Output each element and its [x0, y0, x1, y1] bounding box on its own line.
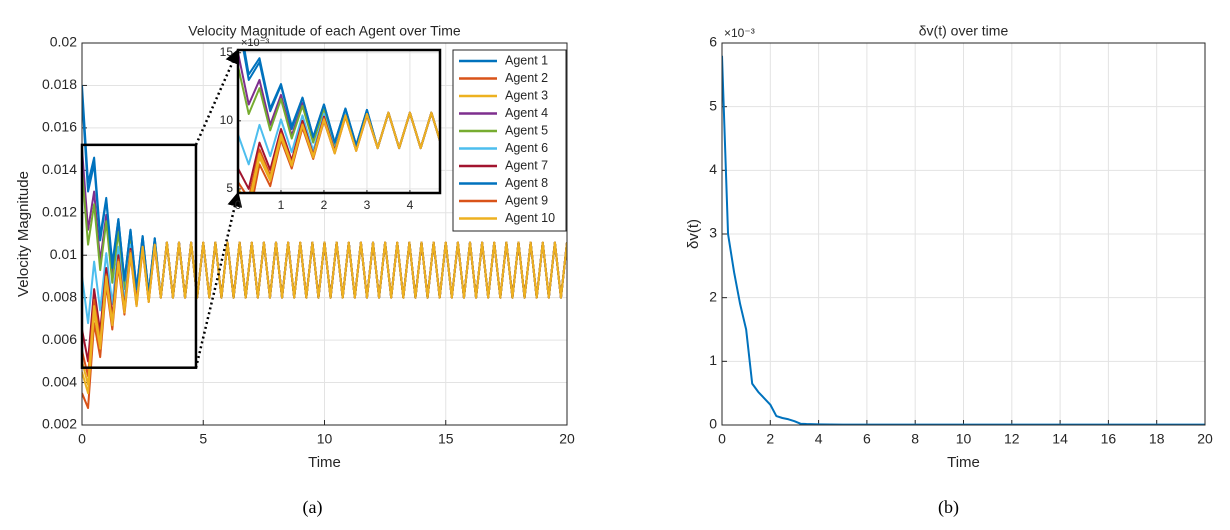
x-tick-label: 14 [1052, 430, 1068, 446]
legend-label: Agent 7 [505, 158, 548, 172]
x-tick-label: 1 [278, 198, 285, 212]
x-tick-label: 0 [78, 430, 86, 446]
y-tick-label: 0.012 [42, 203, 77, 219]
y-exponent: ×10⁻³ [241, 37, 269, 49]
legend-label: Agent 4 [505, 106, 548, 120]
y-tick-label: 0.016 [42, 119, 77, 135]
x-tick-label: 2 [766, 430, 774, 446]
y-tick-label: 0.01 [50, 246, 77, 262]
x-tick-label: 12 [1004, 430, 1020, 446]
y-exponent: ×10⁻³ [724, 26, 755, 40]
chart-title: δv(t) over time [919, 23, 1009, 39]
data-line [82, 241, 567, 386]
y-tick-label: 5 [709, 97, 717, 113]
x-tick-label: 20 [1197, 430, 1213, 446]
x-tick-label: 3 [364, 198, 371, 212]
legend-label: Agent 5 [505, 123, 548, 137]
y-tick-label: 0.004 [42, 373, 77, 389]
x-tick-label: 4 [815, 430, 823, 446]
x-tick-label: 0 [718, 430, 726, 446]
y-tick-label: 4 [709, 161, 717, 177]
y-tick-label: 1 [709, 352, 717, 368]
x-axis-label: Time [947, 454, 980, 471]
x-tick-label: 0 [235, 198, 242, 212]
y-tick-label: 5 [226, 181, 233, 195]
data-line [238, 111, 440, 193]
legend-label: Agent 10 [505, 211, 555, 225]
y-tick-label: 0.006 [42, 331, 77, 347]
legend-label: Agent 3 [505, 88, 548, 102]
x-tick-label: 10 [956, 430, 972, 446]
x-tick-label: 15 [438, 430, 454, 446]
y-axis-label: Velocity Magnitude [15, 171, 32, 297]
y-tick-label: 6 [709, 34, 717, 50]
y-tick-label: 0.018 [42, 76, 77, 92]
x-tick-label: 18 [1149, 430, 1165, 446]
legend-label: Agent 9 [505, 193, 548, 207]
legend-label: Agent 1 [505, 53, 548, 67]
x-tick-label: 20 [559, 430, 575, 446]
y-axis-label: δv(t) [685, 219, 702, 249]
caption: (a) [303, 497, 323, 518]
y-tick-label: 0.008 [42, 288, 77, 304]
legend-label: Agent 2 [505, 71, 548, 85]
zoom-arrow [194, 48, 240, 146]
x-tick-label: 4 [407, 198, 414, 212]
legend-label: Agent 6 [505, 141, 548, 155]
y-tick-label: 2 [709, 288, 717, 304]
y-tick-label: 10 [220, 113, 234, 127]
axes-frame [721, 42, 1206, 426]
y-tick-label: 15 [220, 45, 234, 59]
y-tick-label: 0.02 [50, 34, 77, 50]
y-tick-label: 0 [709, 416, 717, 432]
legend-label: Agent 8 [505, 176, 548, 190]
y-tick-label: 0.014 [42, 161, 77, 177]
inset-frame [236, 48, 442, 195]
x-tick-label: 8 [911, 430, 919, 446]
x-tick-label: 10 [317, 430, 333, 446]
y-tick-label: 0.002 [42, 416, 77, 432]
caption: (b) [938, 497, 959, 518]
x-tick-label: 2 [321, 198, 328, 212]
chart-title: Velocity Magnitude of each Agent over Ti… [188, 23, 461, 39]
zoom-box [80, 143, 198, 369]
x-axis-label: Time [308, 454, 341, 471]
x-tick-label: 5 [199, 430, 207, 446]
x-tick-label: 6 [863, 430, 871, 446]
y-tick-label: 3 [709, 225, 717, 241]
x-tick-label: 16 [1101, 430, 1117, 446]
